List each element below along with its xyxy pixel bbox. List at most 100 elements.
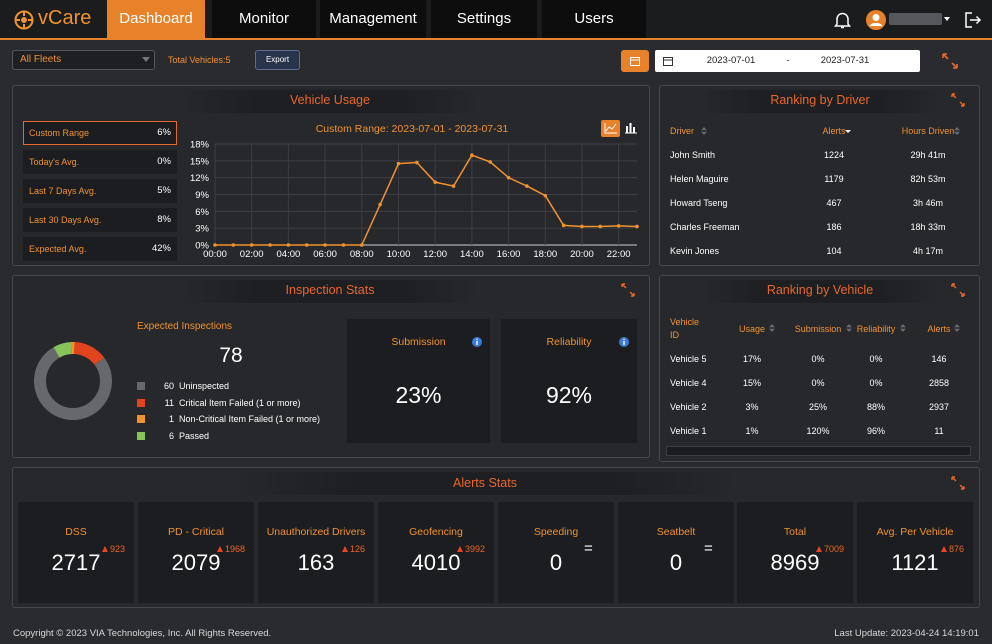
alert-value: 2717 — [51, 550, 101, 575]
alert-value: 8969 — [770, 550, 820, 575]
stat-row[interactable] — [23, 179, 177, 203]
stat-label: Last 7 Days Avg. — [29, 186, 97, 196]
date-icon — [663, 57, 673, 66]
stat-value: 8% — [157, 214, 171, 225]
alert-value: 1121 — [891, 550, 939, 575]
bell-icon[interactable] — [834, 11, 851, 29]
table-cell: 0% — [869, 354, 883, 364]
table-header[interactable]: Driver — [670, 126, 694, 136]
alert-change: 876 — [907, 544, 964, 554]
panel-title: Alerts Stats — [453, 476, 517, 490]
info-icon[interactable] — [619, 337, 629, 347]
sort-icon[interactable] — [845, 127, 851, 135]
card-label: Submission — [391, 336, 446, 348]
table-cell: 1224 — [823, 150, 845, 160]
table-cell: 104 — [826, 246, 842, 256]
table-cell: 0% — [811, 354, 825, 364]
calendar-icon — [630, 57, 640, 66]
table-cell: Helen Maguire — [670, 174, 729, 184]
sort-icon[interactable] — [954, 127, 960, 135]
user-caret[interactable] — [944, 17, 950, 22]
table-cell: Vehicle 1 — [670, 426, 707, 436]
expand-icon[interactable] — [941, 52, 959, 70]
expand-icon[interactable] — [951, 283, 965, 297]
table-header[interactable]: Hours Driven — [901, 126, 955, 136]
stat-row[interactable] — [23, 121, 177, 145]
logout-icon[interactable] — [964, 11, 982, 29]
logo-text: vCare — [38, 7, 92, 29]
sort-icon[interactable] — [846, 324, 852, 332]
stat-row[interactable] — [23, 237, 177, 261]
table-cell: Howard Tseng — [670, 198, 728, 208]
alert-change: 1968 — [188, 544, 245, 554]
table-header[interactable]: Vehicle ID — [670, 317, 700, 340]
table-cell: 3h 46m — [912, 198, 944, 208]
sort-icon[interactable] — [701, 127, 707, 135]
calendar-button[interactable] — [621, 50, 649, 72]
up-triangle — [341, 546, 348, 552]
alert-label: DSS — [65, 526, 87, 538]
sort-icon[interactable] — [769, 324, 775, 332]
nav-tab[interactable]: Management — [320, 0, 426, 38]
nav-tab[interactable]: Settings — [431, 0, 537, 38]
up-triangle — [815, 546, 822, 552]
logo-icon — [14, 10, 34, 30]
date-range[interactable] — [655, 50, 920, 72]
line-icon — [604, 123, 617, 134]
panel-title: Ranking by Vehicle — [766, 283, 874, 297]
stat-row[interactable] — [23, 150, 177, 174]
table-cell: 15% — [742, 378, 761, 388]
stat-label: Last 30 Days Avg. — [29, 215, 102, 225]
table-header[interactable]: Alerts — [822, 126, 846, 136]
alert-card — [138, 502, 254, 603]
nav-tab[interactable]: Monitor — [212, 0, 316, 38]
stat-value: 42% — [151, 243, 171, 254]
export-button[interactable]: Export — [255, 50, 300, 70]
nav-tab[interactable]: Users — [542, 0, 646, 38]
user-name-blur — [889, 13, 942, 25]
table-cell: 88% — [866, 402, 885, 412]
alert-card — [258, 502, 374, 603]
stat-row[interactable] — [23, 208, 177, 232]
table-header[interactable]: Submission — [794, 324, 842, 334]
table-header[interactable]: Alerts — [927, 324, 951, 334]
legend-swatch — [137, 431, 145, 440]
table-header[interactable]: Usage — [738, 324, 765, 334]
alert-value: 4010 — [411, 550, 461, 575]
sort-icon[interactable] — [954, 324, 960, 332]
expand-icon[interactable] — [951, 93, 965, 107]
legend-count: 60 — [163, 381, 174, 391]
alert-label: Seatbelt — [656, 526, 696, 538]
date-to: 2023-07-31 — [820, 55, 870, 66]
table-header[interactable]: Reliability — [856, 324, 896, 334]
sort-icon[interactable] — [900, 324, 906, 332]
table-cell: 3% — [745, 402, 759, 412]
donut-total: 78 — [219, 344, 243, 367]
table-cell: Vehicle 2 — [670, 402, 707, 412]
card-value: 23% — [395, 382, 442, 408]
scrollbar[interactable] — [666, 446, 971, 456]
vehicle-ranking-panel — [659, 275, 980, 462]
copyright: Copyright © 2023 VIA Technologies, Inc. … — [13, 628, 272, 639]
legend-count: 11 — [164, 397, 174, 408]
fleet-select[interactable] — [12, 50, 155, 70]
card-value: 92% — [545, 382, 593, 408]
expand-icon[interactable] — [951, 476, 965, 490]
table-cell: 0% — [811, 378, 825, 388]
table-cell: Vehicle 5 — [670, 354, 707, 364]
expand-icon[interactable] — [621, 283, 635, 297]
last-update: Last Update: 2023-04-24 14:19:01 — [834, 628, 979, 639]
bar-view-button[interactable] — [624, 122, 637, 134]
nav-tab[interactable]: Dashboard — [107, 0, 205, 38]
panel-title: Ranking by Driver — [770, 93, 870, 107]
legend-label: Non-Critical Item Failed (1 or more) — [179, 414, 321, 424]
avatar[interactable] — [865, 9, 887, 31]
panel-title: Vehicle Usage — [290, 93, 370, 107]
panel-title-bar — [700, 280, 940, 303]
table-cell: 1% — [745, 426, 759, 436]
stat-label: Custom Range — [29, 128, 90, 138]
info-icon[interactable] — [472, 337, 482, 347]
up-triangle — [940, 546, 947, 552]
card-label: Reliability — [546, 336, 592, 348]
alert-label: Speeding — [533, 526, 579, 538]
